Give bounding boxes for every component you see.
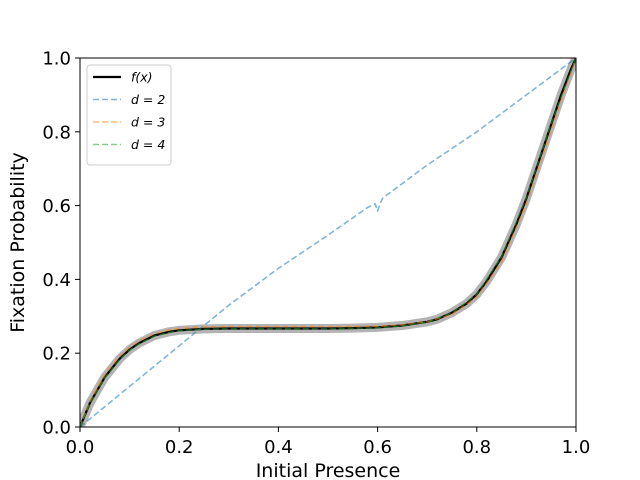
y-tick-label: 0.6 (42, 196, 71, 217)
y-tick-label: 1.0 (42, 49, 71, 70)
series-line-f-x (80, 58, 576, 427)
legend-box (86, 64, 172, 166)
x-tick-label: 0.4 (264, 437, 293, 458)
y-tick-label: 0.8 (42, 122, 71, 143)
series-group (80, 58, 576, 427)
y-tick-label: 0.2 (42, 344, 71, 365)
x-axis-label: Initial Presence (256, 460, 401, 480)
series-line-d-2 (80, 58, 576, 427)
x-tick-label: 1.0 (562, 437, 591, 458)
series-line-d-4 (80, 58, 576, 427)
plot-area (80, 58, 576, 427)
legend-label: d = 3 (131, 115, 165, 130)
tick-group: 0.0 0.2 0.4 0.6 0.8 1.0 0.0 0.2 0.4 0.6 0.8 1.0 (42, 49, 590, 459)
legend-label: d = 4 (131, 137, 165, 152)
x-tick-label: 0.6 (363, 437, 392, 458)
y-tick-label: 0.0 (42, 418, 71, 439)
axes-frame (79, 57, 577, 428)
legend: f(x) d = 2 d = 3 d = 4 (86, 64, 172, 166)
y-axis-label: Fixation Probability (7, 152, 29, 333)
legend-label: d = 2 (131, 92, 165, 107)
legend-label: f(x) (131, 70, 153, 85)
x-tick-label: 0.2 (165, 437, 194, 458)
y-tick-label: 0.4 (42, 270, 71, 291)
x-tick-label: 0.0 (66, 437, 95, 458)
x-tick-label: 0.8 (462, 437, 491, 458)
